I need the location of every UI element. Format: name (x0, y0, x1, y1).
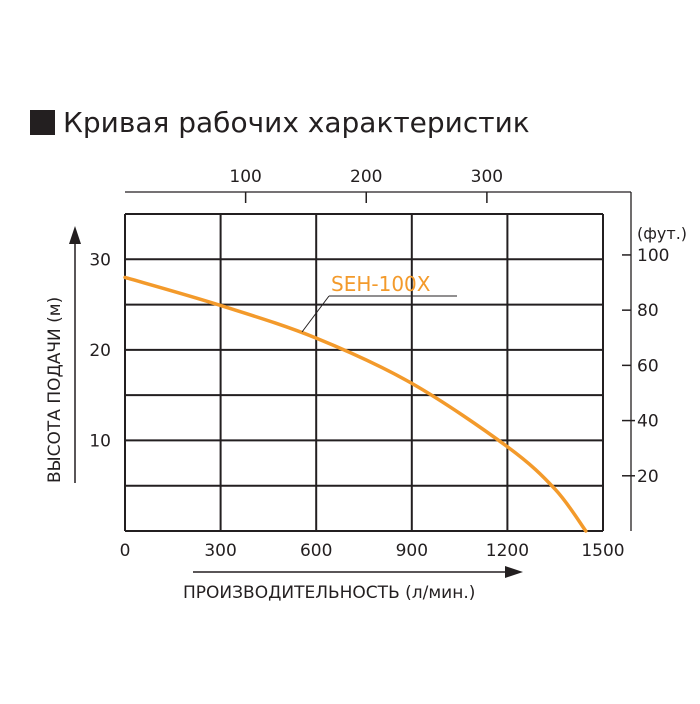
right-axis-label: (фут.) (637, 224, 687, 243)
series-label-leader-diag (301, 295, 330, 333)
x-axis-label: ПРОИЗВОДИТЕЛЬНОСТЬ (л/мин.) (183, 583, 475, 603)
y-axis-label: ВЫСОТА ПОДАЧИ (м) (45, 297, 65, 483)
y-axis-arrow-head (69, 226, 81, 244)
chart-title: Кривая рабочих характеристик (63, 106, 530, 139)
series-line-seh-100x (123, 275, 588, 533)
title-square-icon (30, 110, 55, 135)
grid (124, 213, 604, 532)
x-tick-label: 1200 (486, 541, 529, 561)
x-tick-label: 900 (396, 541, 428, 561)
top-tick-label: 100 (229, 167, 261, 187)
right-tick-label: 60 (637, 356, 659, 376)
axes (125, 191, 635, 531)
x-tick-label: 600 (300, 541, 332, 561)
top-tick-label: 300 (471, 167, 503, 187)
x-tick-label: 0 (120, 541, 131, 561)
series-layer (123, 275, 588, 533)
y-tick-label: 20 (89, 341, 111, 361)
y-tick-label: 30 (89, 250, 111, 270)
y-tick-label: 10 (89, 431, 111, 451)
right-tick-label: 100 (637, 246, 669, 266)
x-tick-label: 300 (204, 541, 236, 561)
x-axis-arrow-head (505, 566, 523, 578)
series-label: SEH-100X (331, 272, 431, 296)
top-tick-label: 200 (350, 167, 382, 187)
x-tick-label: 1500 (581, 541, 624, 561)
right-tick-label: 80 (637, 301, 659, 321)
tick-labels: 0 300 600 900 1200 1500 10 20 30 100 200 300 20 40 60 8… (89, 167, 669, 561)
right-tick-label: 20 (637, 467, 659, 487)
right-tick-label: 40 (637, 412, 659, 432)
